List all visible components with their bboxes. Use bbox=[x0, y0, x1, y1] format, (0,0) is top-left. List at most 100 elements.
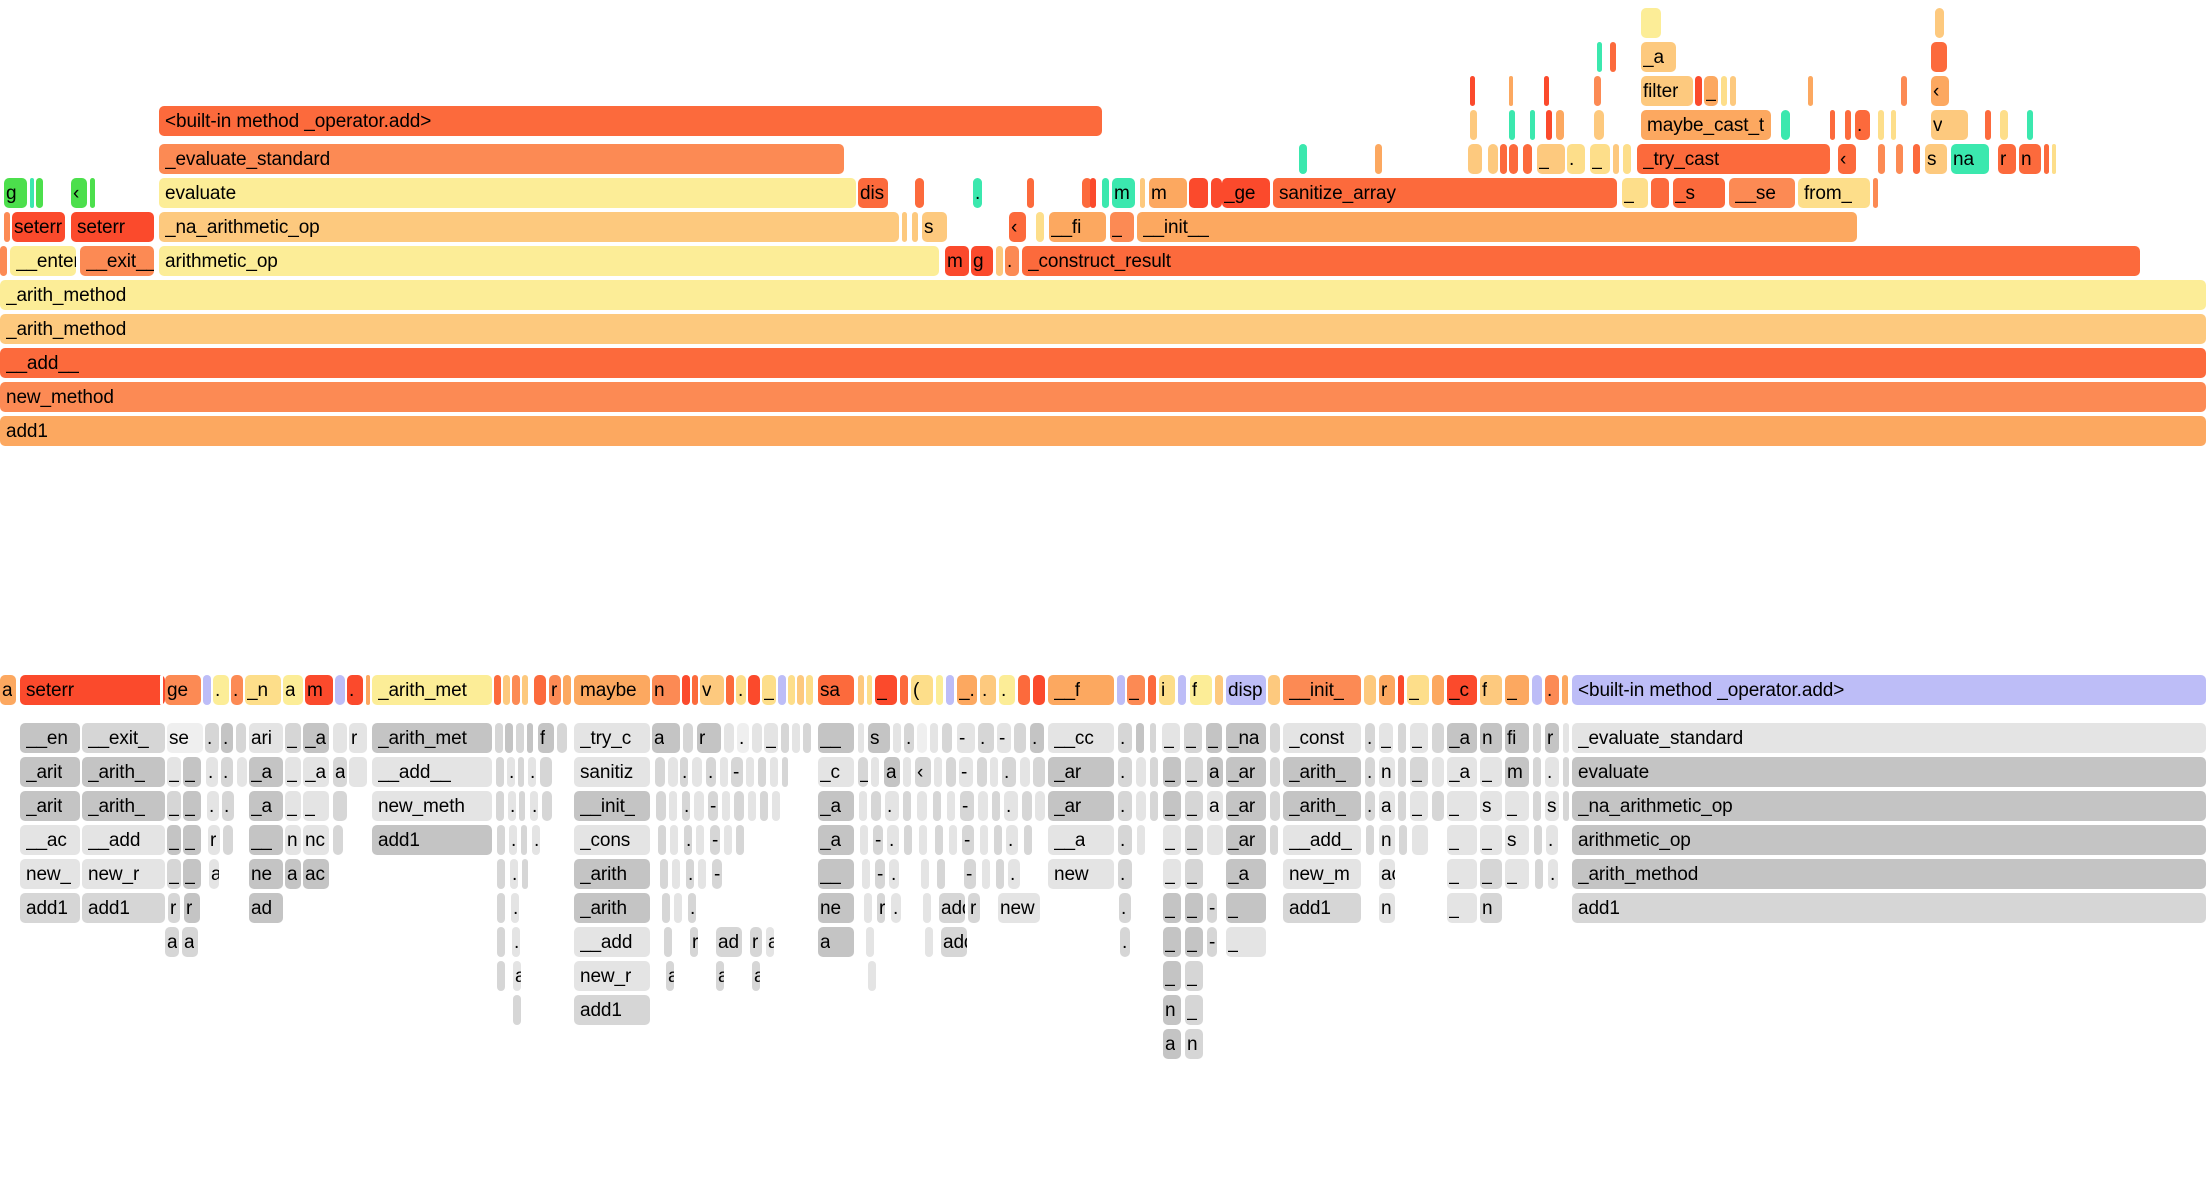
flame-frame[interactable] bbox=[512, 675, 520, 705]
flame-frame[interactable]: a bbox=[285, 859, 301, 889]
flame-frame[interactable] bbox=[542, 791, 552, 821]
flame-frame[interactable]: fi bbox=[1505, 723, 1529, 753]
flame-frame[interactable]: _ bbox=[1410, 723, 1428, 753]
flame-frame[interactable]: - bbox=[997, 723, 1011, 753]
flame-frame[interactable] bbox=[1623, 144, 1631, 174]
flame-frame[interactable] bbox=[858, 675, 864, 705]
flame-frame[interactable] bbox=[734, 791, 744, 821]
flame-frame[interactable] bbox=[505, 723, 513, 753]
flame-frame[interactable]: __exit__ bbox=[80, 246, 154, 276]
flame-frame[interactable]: . bbox=[222, 791, 234, 821]
flame-frame[interactable] bbox=[1730, 76, 1736, 106]
flame-frame[interactable]: . bbox=[1118, 791, 1132, 821]
flame-frame[interactable]: v bbox=[700, 675, 724, 705]
flame-frame[interactable] bbox=[980, 825, 988, 855]
flame-frame[interactable]: maybe_cast_t bbox=[1641, 110, 1771, 140]
flame-frame[interactable]: _ bbox=[1163, 893, 1181, 923]
flame-frame[interactable] bbox=[893, 723, 901, 753]
flame-frame[interactable]: _ bbox=[1162, 723, 1180, 753]
flame-frame[interactable] bbox=[1090, 178, 1096, 208]
flame-frame[interactable]: r bbox=[168, 893, 180, 923]
flame-frame[interactable]: evaluate bbox=[1572, 757, 2206, 787]
flame-frame[interactable] bbox=[497, 893, 505, 923]
flame-frame[interactable] bbox=[1226, 1029, 1266, 1059]
flame-frame[interactable] bbox=[522, 859, 528, 889]
flame-frame[interactable] bbox=[858, 723, 864, 753]
flame-frame[interactable] bbox=[904, 825, 912, 855]
flame-frame[interactable]: ac bbox=[1379, 859, 1395, 889]
flame-frame[interactable] bbox=[1597, 42, 1602, 72]
flame-frame[interactable] bbox=[949, 825, 957, 855]
flame-frame[interactable]: _ bbox=[1505, 675, 1529, 705]
flame-frame[interactable] bbox=[1896, 144, 1903, 174]
flame-frame[interactable]: r bbox=[968, 893, 980, 923]
flame-frame[interactable] bbox=[724, 825, 732, 855]
flame-frame[interactable] bbox=[698, 859, 706, 889]
flame-frame[interactable]: n bbox=[1163, 995, 1181, 1025]
flame-frame[interactable]: _a bbox=[818, 791, 854, 821]
flame-frame[interactable]: s bbox=[1545, 791, 1559, 821]
flame-frame[interactable]: . bbox=[1118, 757, 1132, 787]
flame-frame[interactable] bbox=[696, 825, 704, 855]
flame-frame[interactable] bbox=[1082, 178, 1092, 208]
flame-frame[interactable]: a bbox=[165, 927, 179, 957]
flame-frame[interactable] bbox=[1299, 144, 1307, 174]
flame-frame[interactable]: _a bbox=[818, 825, 854, 855]
flame-frame[interactable] bbox=[0, 246, 7, 276]
flame-frame[interactable]: - bbox=[1207, 893, 1217, 923]
flame-frame[interactable] bbox=[942, 723, 952, 753]
flame-frame[interactable]: _ bbox=[1184, 723, 1202, 753]
flame-frame[interactable]: __fi bbox=[1049, 212, 1106, 242]
flame-frame[interactable]: _ bbox=[303, 791, 329, 821]
flame-frame[interactable] bbox=[1048, 893, 1114, 923]
flame-frame[interactable] bbox=[1018, 675, 1030, 705]
flame-frame[interactable]: add1 bbox=[574, 995, 650, 1025]
flame-frame[interactable] bbox=[1878, 110, 1884, 140]
flame-frame[interactable]: _a bbox=[249, 791, 283, 821]
flame-frame[interactable]: _evaluate_standard bbox=[1572, 723, 2206, 753]
flame-frame[interactable] bbox=[1035, 791, 1045, 821]
flame-frame[interactable]: . bbox=[1365, 757, 1375, 787]
flame-frame[interactable]: _arith_method bbox=[0, 280, 2206, 310]
flame-frame[interactable]: _try_cast bbox=[1637, 144, 1830, 174]
flame-frame[interactable]: . bbox=[231, 675, 243, 705]
flame-frame[interactable]: _ bbox=[1704, 76, 1718, 106]
flame-frame[interactable] bbox=[871, 757, 879, 787]
flame-frame[interactable] bbox=[1102, 178, 1109, 208]
flame-frame[interactable]: ne bbox=[818, 893, 854, 923]
flame-frame[interactable]: a bbox=[884, 757, 900, 787]
flame-frame[interactable] bbox=[1563, 723, 1569, 753]
flame-frame[interactable] bbox=[655, 757, 665, 787]
flame-frame[interactable] bbox=[1913, 144, 1920, 174]
flame-frame[interactable] bbox=[563, 675, 571, 705]
flame-frame[interactable]: n bbox=[1379, 757, 1395, 787]
flame-frame[interactable] bbox=[237, 757, 247, 787]
flame-frame[interactable]: _construct_result bbox=[1022, 246, 2140, 276]
flame-frame[interactable]: a bbox=[766, 927, 774, 957]
flame-frame[interactable]: _ bbox=[1185, 893, 1203, 923]
flame-frame[interactable]: _arith_ bbox=[1283, 791, 1361, 821]
flame-frame[interactable]: _ar bbox=[1048, 791, 1114, 821]
flame-frame[interactable] bbox=[1931, 42, 1947, 72]
flame-frame[interactable] bbox=[868, 961, 876, 991]
flame-frame[interactable]: sanitize_array bbox=[1273, 178, 1617, 208]
flame-frame[interactable]: . bbox=[682, 791, 690, 821]
flame-frame[interactable] bbox=[1020, 757, 1030, 787]
flame-frame[interactable]: _ bbox=[1505, 859, 1529, 889]
flame-frame[interactable]: _ bbox=[1407, 675, 1429, 705]
flame-frame[interactable] bbox=[1808, 76, 1813, 106]
flame-frame[interactable]: <built-in method _operator.add> bbox=[1572, 675, 2206, 705]
flame-frame[interactable]: r bbox=[1545, 723, 1559, 753]
flame-frame[interactable]: . bbox=[1119, 893, 1131, 923]
flame-frame[interactable]: m bbox=[1112, 178, 1135, 208]
flame-frame[interactable]: . bbox=[1118, 859, 1132, 889]
flame-frame[interactable] bbox=[516, 723, 524, 753]
flame-frame[interactable] bbox=[349, 757, 367, 787]
flame-frame[interactable] bbox=[1022, 791, 1032, 821]
flame-frame[interactable]: _a bbox=[1447, 757, 1477, 787]
flame-frame[interactable] bbox=[1150, 723, 1156, 753]
flame-frame[interactable] bbox=[496, 757, 504, 787]
flame-frame[interactable] bbox=[1033, 757, 1045, 787]
flame-frame[interactable]: new_ bbox=[20, 859, 80, 889]
flame-frame[interactable]: __ac bbox=[20, 825, 80, 855]
